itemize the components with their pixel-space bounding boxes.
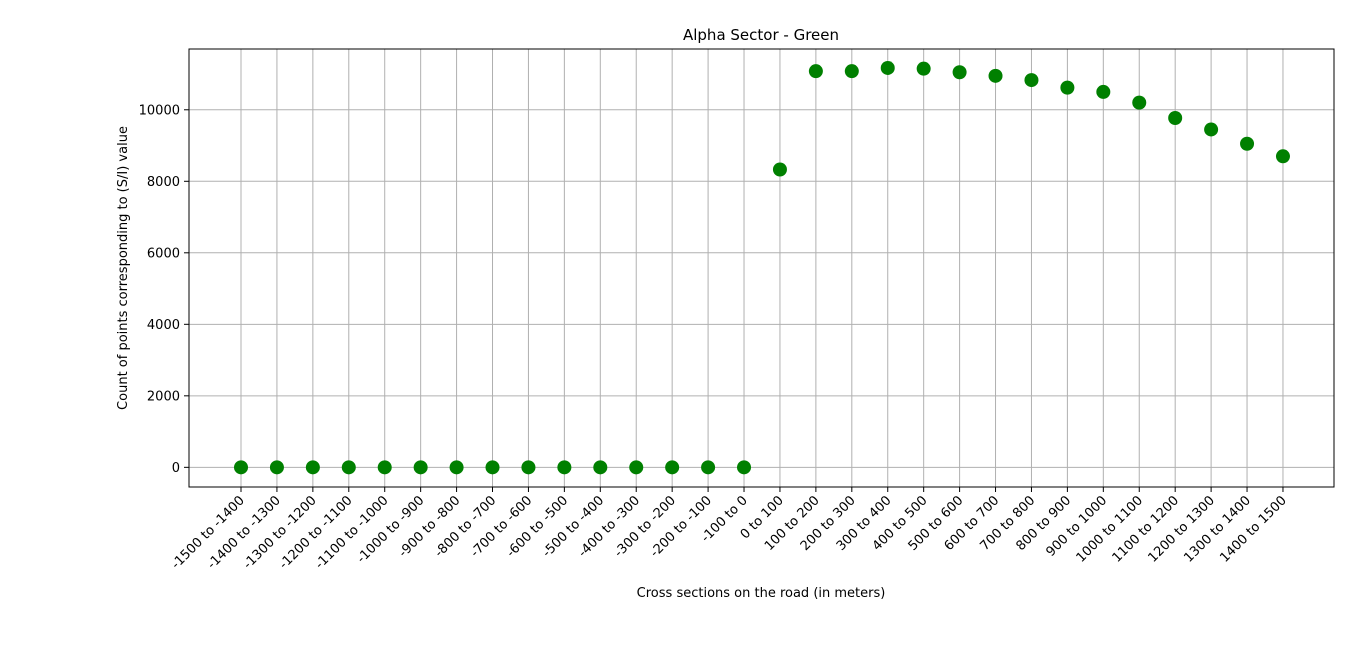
data-point [449, 460, 464, 475]
data-point [377, 460, 392, 475]
y-tick-label: 0 [172, 461, 180, 476]
y-axis-label: Count of points corresponding to (S/I) v… [116, 126, 131, 410]
y-tick-label: 6000 [147, 246, 180, 261]
data-point [808, 64, 823, 79]
data-point [593, 460, 608, 475]
data-point [485, 460, 500, 475]
data-point [1275, 149, 1290, 164]
data-point [234, 460, 248, 475]
data-point [844, 64, 859, 79]
data-point [413, 460, 428, 475]
data-point [916, 61, 931, 76]
data-point [305, 460, 320, 475]
data-points [234, 60, 1290, 475]
plot-frame [188, 48, 1335, 488]
data-point [1096, 84, 1111, 99]
x-axis-label: Cross sections on the road (in meters) [637, 586, 886, 601]
data-point [1060, 80, 1075, 95]
data-point [269, 460, 284, 475]
data-point [737, 460, 752, 475]
y-tick-label: 10000 [139, 103, 180, 118]
data-point [1024, 73, 1039, 88]
x-axis-ticks: -1500 to -1400-1400 to -1300-1300 to -12… [169, 487, 1290, 572]
y-tick-label: 8000 [147, 175, 180, 190]
data-point [629, 460, 644, 475]
data-point [1204, 122, 1219, 137]
y-tick-label: 4000 [147, 318, 180, 333]
y-axis-ticks: 0 2000 4000 6000 8000 10000 [139, 103, 189, 476]
data-point [1168, 111, 1183, 126]
data-point [772, 162, 787, 177]
data-point [1240, 136, 1255, 151]
data-point [880, 60, 895, 75]
data-point [988, 68, 1003, 83]
chart-title: Alpha Sector - Green [683, 26, 839, 44]
data-point [952, 65, 967, 80]
data-point [701, 460, 716, 475]
data-point [341, 460, 356, 475]
y-tick-label: 2000 [147, 389, 180, 404]
data-point [521, 460, 536, 475]
data-point [557, 460, 572, 475]
data-point [1132, 95, 1147, 110]
data-point [665, 460, 680, 475]
grid-lines [189, 49, 1334, 487]
